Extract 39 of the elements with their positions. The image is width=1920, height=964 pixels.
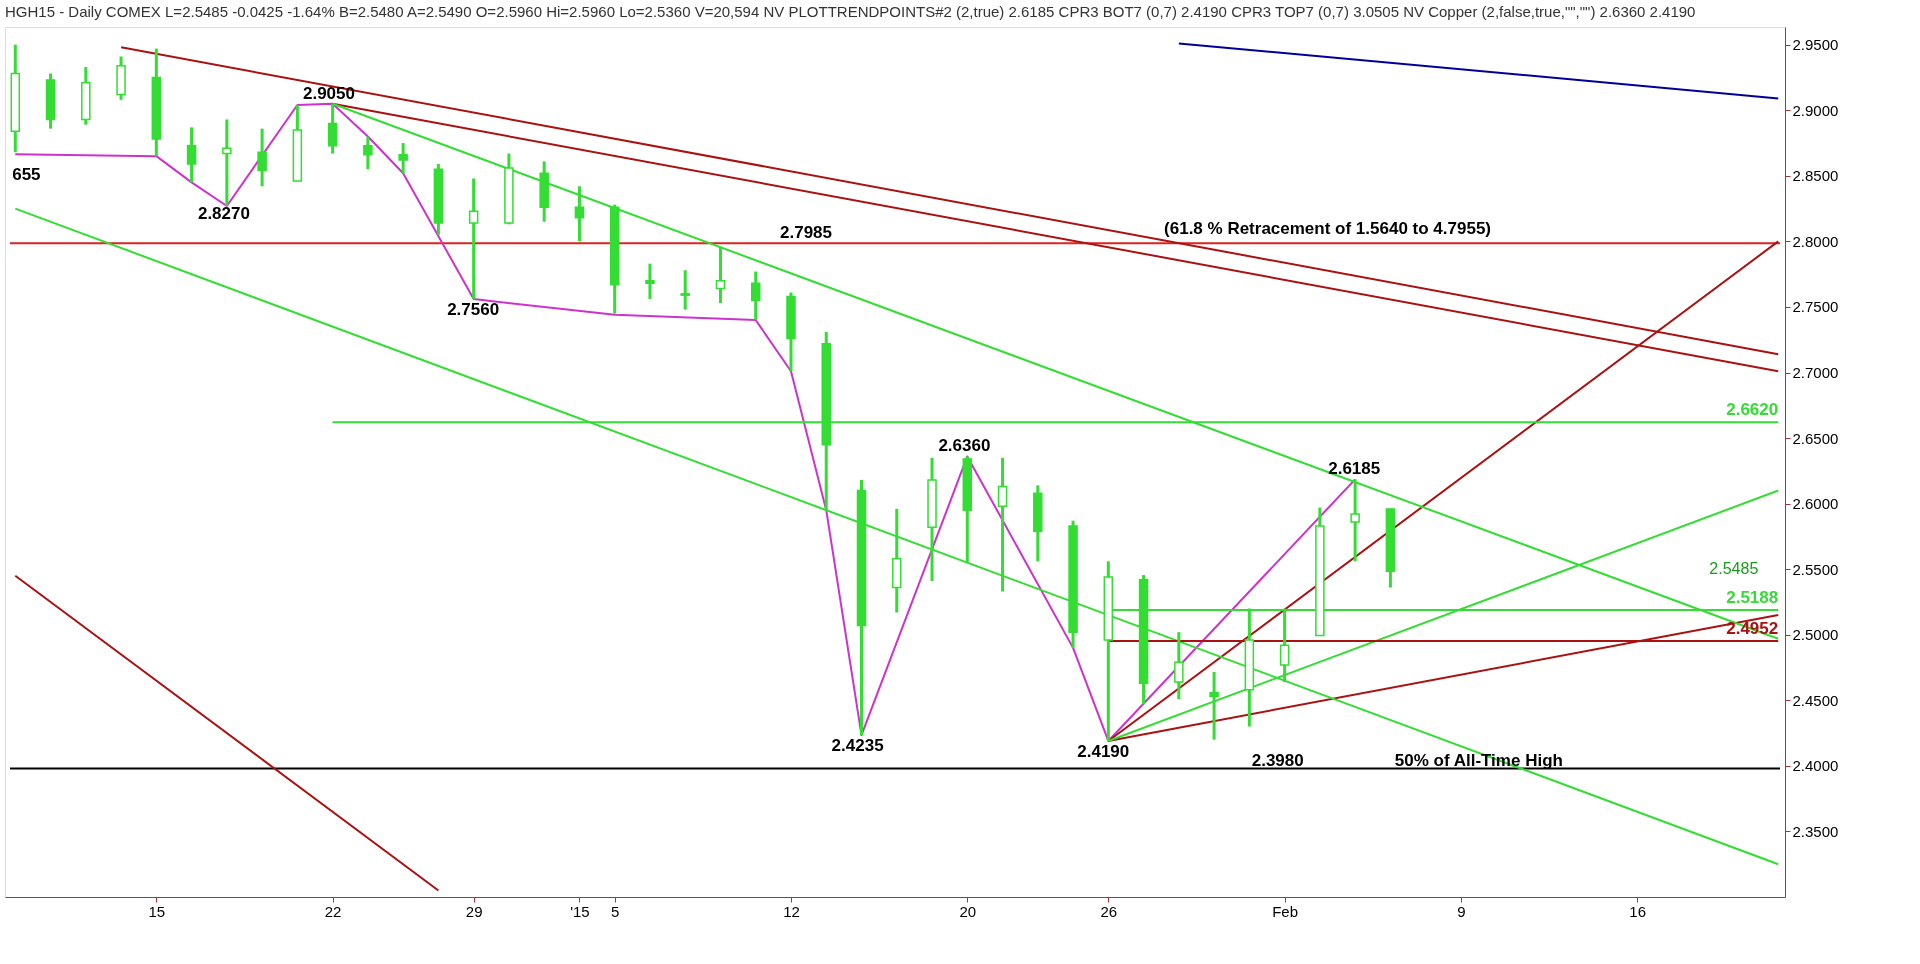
x-tick-label: 16 xyxy=(1629,902,1647,920)
x-tick-label: 26 xyxy=(1100,902,1118,920)
annotation: 655 xyxy=(12,164,41,184)
x-tick-label: Feb xyxy=(1272,902,1299,920)
annotation: 2.8270 xyxy=(197,204,250,224)
chart-title: HGH15 - Daily COMEX L=2.5485 -0.0425 -1.64% B=2.5480 A=2.5490 O=2.5960 Hi=2.5960 Lo=2.5360 V=20,594 NV PLOTTRENDPOINTS#2 (2,true) 2.6185 CPR3 BOT7 (0,7) 2.4190 CPR3 TOP7 (0,7) 3.0505 NV Copper (2,false,true,"","") 2.6360 2.4190 xyxy=(5,3,1696,21)
annotation: 2.3980 xyxy=(1251,751,1304,771)
annotation: 2.4235 xyxy=(831,735,884,755)
annotation: 2.7560 xyxy=(447,299,500,319)
y-tick-label: 2.8500 xyxy=(1792,167,1839,185)
annotation: 2.5485 xyxy=(1709,560,1759,578)
y-tick-label: 2.3500 xyxy=(1792,822,1839,840)
y-tick-label: 2.7000 xyxy=(1792,364,1839,382)
x-tick-label: 20 xyxy=(959,902,977,920)
y-tick-label: 2.4000 xyxy=(1792,757,1839,775)
x-tick-label: 9 xyxy=(1457,902,1466,920)
annotation: 2.6360 xyxy=(938,436,991,456)
y-tick-label: 2.5500 xyxy=(1792,560,1839,578)
annotation: 2.4190 xyxy=(1077,741,1130,761)
series-label: 2.6620 xyxy=(1726,400,1779,420)
x-tick-label: 15 xyxy=(148,902,166,920)
y-tick-label: 2.7500 xyxy=(1792,298,1839,316)
x-tick-label: 5 xyxy=(611,902,620,920)
y-tick-label: 2.9000 xyxy=(1792,101,1839,119)
y-tick-label: 2.4500 xyxy=(1792,691,1839,709)
x-tick-label: 29 xyxy=(465,902,483,920)
y-tick-label: 2.5000 xyxy=(1792,626,1839,644)
y-tick-label: 2.8000 xyxy=(1792,232,1839,250)
series-label: 2.5188 xyxy=(1726,588,1779,608)
annotation: 2.9050 xyxy=(302,83,355,103)
x-tick-label: 22 xyxy=(324,902,342,920)
x-tick-label: '15 xyxy=(570,902,590,920)
x-tick-label: 12 xyxy=(783,902,800,920)
annotation: 2.7985 xyxy=(780,223,832,243)
annotation: 2.6185 xyxy=(1328,458,1381,478)
y-tick-label: 2.6000 xyxy=(1792,495,1839,513)
annotation: (61.8 % Retracement of 1.5640 to 4.7955) xyxy=(1164,218,1492,238)
y-tick-label: 2.6500 xyxy=(1792,429,1839,447)
y-tick-label: 2.9500 xyxy=(1792,36,1839,54)
